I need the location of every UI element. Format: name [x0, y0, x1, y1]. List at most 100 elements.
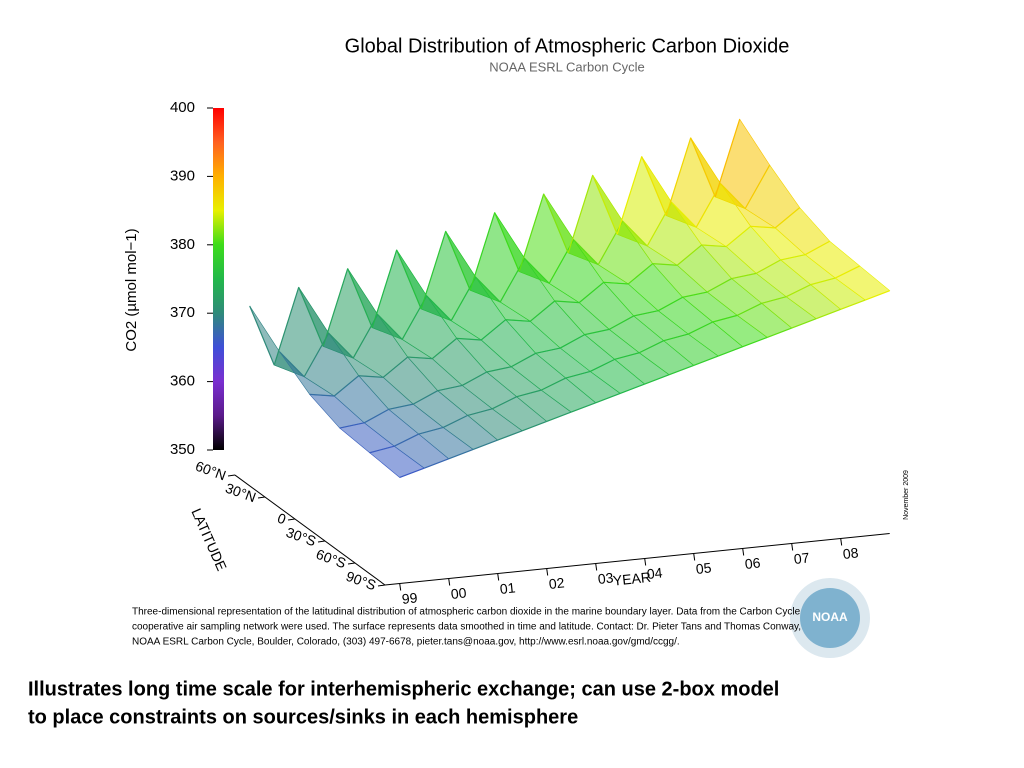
surface-line	[521, 420, 547, 432]
y-tick	[317, 540, 326, 543]
surface-line	[279, 351, 305, 378]
surface-line	[761, 296, 787, 304]
x-tick	[546, 568, 549, 576]
surface-line	[445, 231, 471, 291]
z-tick-label: 360	[170, 373, 195, 390]
surface-line	[559, 334, 585, 349]
surface-line	[840, 299, 866, 310]
surface-line	[712, 314, 738, 323]
surface-line	[725, 225, 752, 248]
x-axis-label: YEAR	[612, 569, 652, 589]
x-tick	[742, 548, 745, 556]
surface-line	[750, 225, 776, 229]
surface-line	[497, 430, 523, 441]
x-tick	[497, 573, 500, 581]
logo-inner	[800, 588, 860, 648]
chart-title: Global Distribution of Atmospheric Carbo…	[345, 35, 790, 57]
surface-line	[638, 340, 664, 354]
surface-line	[815, 308, 841, 320]
surface-line	[554, 300, 580, 304]
surface-line	[791, 318, 817, 329]
x-tick	[399, 583, 402, 591]
y-tick-label: 90°S	[344, 568, 378, 593]
surface-line	[766, 327, 792, 338]
surface-line	[570, 402, 596, 413]
surface-line	[706, 278, 732, 293]
surface-line	[573, 239, 599, 266]
y-tick-label: 0	[275, 510, 288, 528]
x-tick	[595, 563, 598, 571]
surface-line	[810, 277, 836, 286]
surface-line	[388, 403, 414, 410]
surface-line	[322, 268, 349, 347]
x-tick-label: 08	[842, 544, 859, 562]
y-axis-line	[234, 474, 386, 586]
caption: Three-dimensional representation of the …	[132, 607, 801, 648]
surface-line	[804, 240, 830, 256]
surface	[249, 118, 891, 479]
date-note: November 2009	[903, 470, 910, 520]
y-tick-label: 60°N	[193, 458, 228, 484]
surface-line	[399, 467, 425, 479]
chart-subtitle: NOAA ESRL Carbon Cycle	[489, 59, 645, 74]
x-tick-label: 06	[744, 554, 761, 572]
surface-line	[543, 193, 569, 254]
x-tick	[448, 578, 451, 586]
surface-line	[529, 300, 556, 322]
x-tick-label: 00	[450, 584, 467, 602]
surface-line	[535, 347, 561, 354]
surface-line	[494, 212, 520, 272]
x-tick	[693, 553, 696, 561]
surface-line	[363, 408, 389, 424]
x-tick-label: 99	[401, 589, 418, 607]
surface-line	[731, 272, 757, 280]
surface-line	[744, 164, 771, 209]
surface-line	[448, 448, 474, 460]
surface-line	[584, 328, 610, 336]
surface-line	[690, 137, 716, 198]
x-tick-label: 01	[499, 579, 516, 597]
surface-line	[540, 377, 566, 391]
surface-line	[657, 296, 683, 312]
y-tick	[347, 562, 356, 565]
surface-line	[567, 175, 594, 254]
surface-line	[578, 281, 605, 304]
y-axis-label: LATITUDE	[188, 506, 230, 573]
x-tick-label: 03	[597, 569, 614, 587]
surface-line	[505, 319, 531, 322]
x-tick-label: 07	[793, 549, 810, 567]
surface-line	[472, 439, 498, 451]
surface-line	[510, 352, 536, 368]
x-tick	[791, 543, 794, 551]
surface-line	[614, 352, 640, 360]
z-tick-label: 380	[170, 236, 195, 253]
surface-line	[652, 263, 678, 266]
surface-line	[834, 265, 860, 279]
y-tick-label: 30°N	[223, 480, 258, 506]
surface-line	[682, 291, 708, 298]
surface-line	[671, 202, 697, 228]
logo-text: NOAA	[812, 610, 848, 624]
surface-line	[676, 244, 703, 266]
surface-line	[382, 356, 409, 378]
surface-line	[298, 287, 324, 347]
surface-line	[467, 408, 493, 416]
y-tick-label: 60°S	[314, 546, 348, 571]
x-tick	[644, 558, 647, 566]
slide-text: to place constraints on sources/sinks in…	[28, 706, 578, 728]
x-tick-label: 05	[695, 559, 712, 577]
y-tick	[257, 496, 266, 499]
surface-line	[491, 396, 517, 410]
y-tick-label: 30°S	[284, 524, 318, 549]
surface-line	[622, 220, 648, 247]
surface-line	[423, 458, 449, 469]
surface-line	[755, 259, 781, 274]
surface-line	[328, 332, 354, 359]
surface-line	[407, 356, 433, 360]
z-tick-label: 370	[170, 304, 195, 321]
surface-line	[663, 333, 689, 342]
y-tick	[287, 518, 296, 521]
slide-text: Illustrates long time scale for interhem…	[28, 678, 779, 700]
